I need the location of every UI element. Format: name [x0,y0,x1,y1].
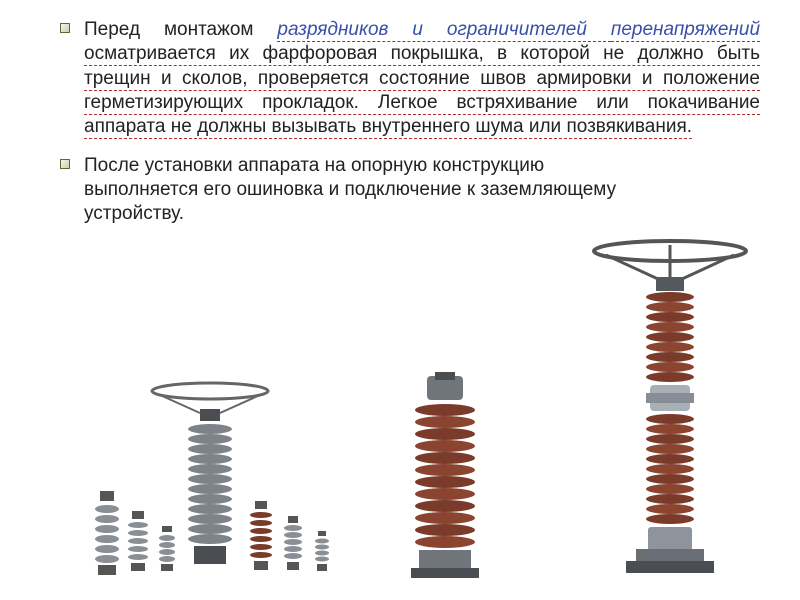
p1-rest: осматривается их фарфоровая покрышка, в … [84,43,760,139]
p1-lead: Перед монтажом [84,19,277,40]
arrester-mid-image [370,372,520,582]
bullet-2: После установки аппарата на опорную конс… [60,154,760,227]
p1-blue-1: разрядников и ограничителей [277,19,610,42]
paragraph-2: После установки аппарата на опорную конс… [84,154,644,227]
arrester-tall-image [580,237,760,582]
paragraph-1: Перед монтажом разрядников и ограничител… [84,18,760,140]
arrester-group-image [70,381,350,586]
bullet-1: Перед монтажом разрядников и ограничител… [60,18,760,140]
images-area [0,268,800,588]
bullet-marker-icon [60,159,70,169]
p1-blue-2: перенапряжений [611,19,760,42]
bullet-marker-icon [60,23,70,33]
